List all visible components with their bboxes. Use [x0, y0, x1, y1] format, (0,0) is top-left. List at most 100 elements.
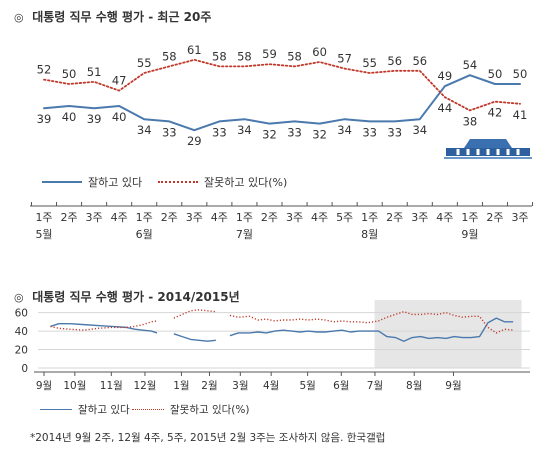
x-month-label: 11월	[100, 380, 123, 392]
x-tick-label: 2주	[161, 211, 178, 224]
x-month-label: 8월	[361, 228, 378, 241]
legend-top-approve: 잘하고 있다	[42, 174, 142, 190]
data-label-disapprove: 50	[62, 67, 77, 81]
data-label-approve: 34	[412, 123, 427, 137]
x-tick-label: 4주	[211, 211, 228, 224]
building-pillar	[486, 149, 490, 155]
data-label-approve: 34	[337, 123, 352, 137]
data-label-disapprove: 58	[212, 49, 227, 63]
legend-top-approve-label: 잘하고 있다	[88, 176, 143, 189]
x-month-label: 5월	[35, 228, 52, 241]
data-label-approve: 32	[312, 128, 327, 142]
building-pillar	[456, 149, 460, 155]
data-label-disapprove: 57	[337, 52, 352, 66]
data-label-disapprove: 56	[387, 54, 402, 68]
x-tick-label: 2주	[60, 211, 77, 224]
building-roof	[464, 139, 512, 148]
x-month-label: 5월	[299, 380, 315, 392]
x-month-label: 7월	[367, 380, 383, 392]
chart-bottom: 0 20 40 60 9월 10월 11월 12월 1월 2월 3월 4월 5월 6월 7월 8월 9월	[15, 300, 530, 392]
x-month-label: 9월	[36, 380, 52, 392]
building-pillar	[496, 149, 500, 155]
x-month-label: 6월	[333, 380, 349, 392]
x-month-label: 9월	[461, 228, 478, 241]
data-label-approve: 40	[112, 110, 127, 124]
data-label-disapprove: 52	[37, 63, 52, 77]
legend-solid-swatch	[40, 409, 72, 410]
data-label-approve: 49	[438, 69, 453, 83]
legend-top-disapprove-label: 잘못하고 있다(%)	[204, 176, 288, 189]
x-month-label: 2월	[201, 380, 217, 392]
x-tick-label: 1주	[236, 211, 253, 224]
x-month-label: 12월	[133, 380, 156, 392]
data-label-approve: 33	[362, 125, 377, 139]
series-disapprove-line	[173, 309, 216, 319]
x-month-label: 3월	[232, 380, 248, 392]
data-label-disapprove: 47	[112, 74, 127, 88]
y-tick-label: 20	[15, 345, 28, 357]
data-label-approve: 40	[62, 110, 77, 124]
building-pillar	[476, 149, 480, 155]
y-tick-label: 0	[21, 363, 28, 375]
data-label-approve: 39	[37, 112, 52, 126]
x-month-label: 6월	[136, 228, 153, 241]
data-label-disapprove: 51	[87, 65, 102, 79]
data-label-approve: 50	[513, 67, 528, 81]
data-label-approve: 33	[212, 125, 227, 139]
x-tick-label: 4주	[311, 211, 328, 224]
x-tick-label: 4주	[111, 211, 128, 224]
legend-bottom-approve: 잘하고 있다	[40, 402, 130, 417]
footnote: *2014년 9월 2주, 12월 4주, 5주, 2015년 2월 3주는 조…	[30, 432, 386, 444]
x-tick-label: 2주	[386, 211, 403, 224]
legend-dotted-swatch	[132, 409, 164, 410]
data-label-disapprove: 38	[463, 114, 478, 128]
data-label-disapprove: 59	[262, 47, 277, 61]
legend-bottom-disapprove-label: 잘못하고 있다(%)	[170, 404, 250, 416]
data-label-disapprove: 58	[237, 49, 252, 63]
x-tick-label: 3주	[411, 211, 428, 224]
x-month-label: 7월	[236, 228, 253, 241]
y-tick-label: 60	[15, 308, 28, 320]
data-label-approve: 33	[287, 125, 302, 139]
chart-title-top-text: 대통령 직무 수행 평가 - 최근 20주	[32, 10, 212, 24]
legend-bottom-approve-label: 잘하고 있다	[78, 404, 130, 416]
building-step	[444, 157, 532, 159]
x-tick-label: 5주	[336, 211, 353, 224]
data-label-disapprove: 61	[187, 43, 202, 57]
x-tick-label: 2주	[261, 211, 278, 224]
data-label-approve: 54	[463, 58, 478, 72]
chart-title-top: ◎ 대통령 직무 수행 평가 - 최근 20주	[14, 8, 211, 25]
x-tick-label: 3주	[511, 211, 528, 224]
data-label-disapprove: 60	[312, 45, 327, 59]
data-label-approve: 39	[87, 112, 102, 126]
x-month-label: 9월	[445, 380, 461, 392]
series-approve-line	[173, 333, 216, 342]
x-month-label: 8월	[406, 380, 422, 392]
data-label-disapprove: 41	[513, 108, 528, 122]
legend-solid-swatch	[42, 181, 82, 183]
x-tick-label: 3주	[86, 211, 103, 224]
highlight-window	[374, 300, 522, 368]
x-month-label: 4월	[263, 380, 279, 392]
series-disapprove-line	[229, 310, 514, 334]
chart-top: 39 40 39 40 34 33 29 33 34 32 33 32 34 33 33 34 49 54 50 50…	[30, 43, 534, 241]
x-month-label: 1월	[173, 380, 189, 392]
x-tick-label: 4주	[436, 211, 453, 224]
data-label-approve: 32	[262, 128, 277, 142]
blue-house-icon	[444, 139, 532, 159]
x-tick-label: 3주	[186, 211, 203, 224]
x-tick-label: 2주	[486, 211, 503, 224]
x-tick-label: 3주	[286, 211, 303, 224]
y-tick-label: 40	[15, 326, 28, 338]
series-disapprove-line	[50, 320, 158, 331]
legend-bottom-disapprove: 잘못하고 있다(%)	[132, 402, 249, 417]
data-label-approve: 33	[162, 125, 177, 139]
legend-top-disapprove: 잘못하고 있다(%)	[158, 174, 287, 190]
building-pillar	[466, 149, 470, 155]
legend-dotted-swatch	[158, 181, 198, 183]
data-label-approve: 50	[488, 67, 503, 81]
building-pillar	[506, 149, 510, 155]
series-disapprove-line	[43, 58, 521, 112]
chart-title-bottom: ◎ 대통령 직무 수행 평가 - 2014/2015년	[14, 288, 240, 305]
data-label-approve: 33	[387, 125, 402, 139]
